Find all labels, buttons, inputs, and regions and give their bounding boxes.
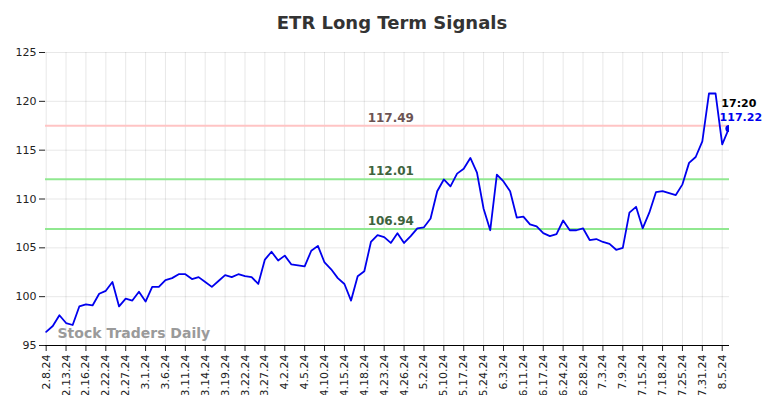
svg-text:17:20: 17:20 [721, 97, 756, 110]
svg-text:7.9.24: 7.9.24 [616, 355, 629, 390]
svg-text:5.2.24: 5.2.24 [417, 355, 430, 390]
svg-text:7.15.24: 7.15.24 [636, 355, 649, 396]
svg-text:115: 115 [16, 144, 37, 157]
svg-text:2.27.24: 2.27.24 [119, 355, 132, 396]
svg-text:7.3.24: 7.3.24 [596, 355, 609, 390]
svg-text:3.1.24: 3.1.24 [139, 355, 152, 390]
svg-text:100: 100 [16, 290, 37, 303]
svg-text:2.16.24: 2.16.24 [79, 355, 92, 396]
svg-text:105: 105 [16, 241, 37, 254]
svg-text:120: 120 [16, 95, 37, 108]
svg-text:5.10.24: 5.10.24 [437, 355, 450, 396]
svg-text:3.14.24: 3.14.24 [199, 355, 212, 396]
svg-text:106.94: 106.94 [368, 214, 414, 228]
svg-text:117.22: 117.22 [720, 111, 762, 124]
svg-text:6.11.24: 6.11.24 [517, 355, 530, 396]
svg-text:4.15.24: 4.15.24 [338, 355, 351, 396]
svg-text:2.22.24: 2.22.24 [99, 355, 112, 396]
svg-text:4.10.24: 4.10.24 [318, 355, 331, 396]
svg-text:3.22.24: 3.22.24 [239, 355, 252, 396]
svg-text:3.11.24: 3.11.24 [179, 355, 192, 396]
svg-text:112.01: 112.01 [368, 164, 414, 178]
svg-text:7.18.24: 7.18.24 [656, 355, 669, 396]
svg-text:4.23.24: 4.23.24 [378, 355, 391, 396]
svg-text:4.5.24: 4.5.24 [298, 355, 311, 390]
svg-text:110: 110 [16, 193, 37, 206]
svg-text:3.6.24: 3.6.24 [159, 355, 172, 390]
svg-text:8.5.24: 8.5.24 [716, 355, 729, 390]
svg-text:7.31.24: 7.31.24 [696, 355, 709, 396]
svg-text:6.24.24: 6.24.24 [557, 355, 570, 396]
svg-text:6.3.24: 6.3.24 [497, 355, 510, 390]
svg-text:2.13.24: 2.13.24 [60, 355, 73, 396]
svg-text:7.25.24: 7.25.24 [676, 355, 689, 396]
svg-text:4.2.24: 4.2.24 [278, 355, 291, 390]
svg-text:3.19.24: 3.19.24 [219, 355, 232, 396]
svg-text:6.17.24: 6.17.24 [537, 355, 550, 396]
svg-text:2.8.24: 2.8.24 [40, 355, 53, 390]
svg-text:4.18.24: 4.18.24 [358, 355, 371, 396]
svg-text:5.17.24: 5.17.24 [457, 355, 470, 396]
svg-text:4.26.24: 4.26.24 [398, 355, 411, 396]
svg-text:3.27.24: 3.27.24 [258, 355, 271, 396]
svg-text:95: 95 [23, 339, 37, 352]
svg-text:125: 125 [16, 46, 37, 59]
svg-text:5.24.24: 5.24.24 [477, 355, 490, 396]
svg-text:117.49: 117.49 [368, 111, 414, 125]
svg-text:6.28.24: 6.28.24 [577, 355, 590, 396]
html-text:ETR Long Term Signals: ETR Long Term Signals [276, 12, 508, 33]
svg-text:Stock Traders Daily: Stock Traders Daily [58, 325, 211, 341]
